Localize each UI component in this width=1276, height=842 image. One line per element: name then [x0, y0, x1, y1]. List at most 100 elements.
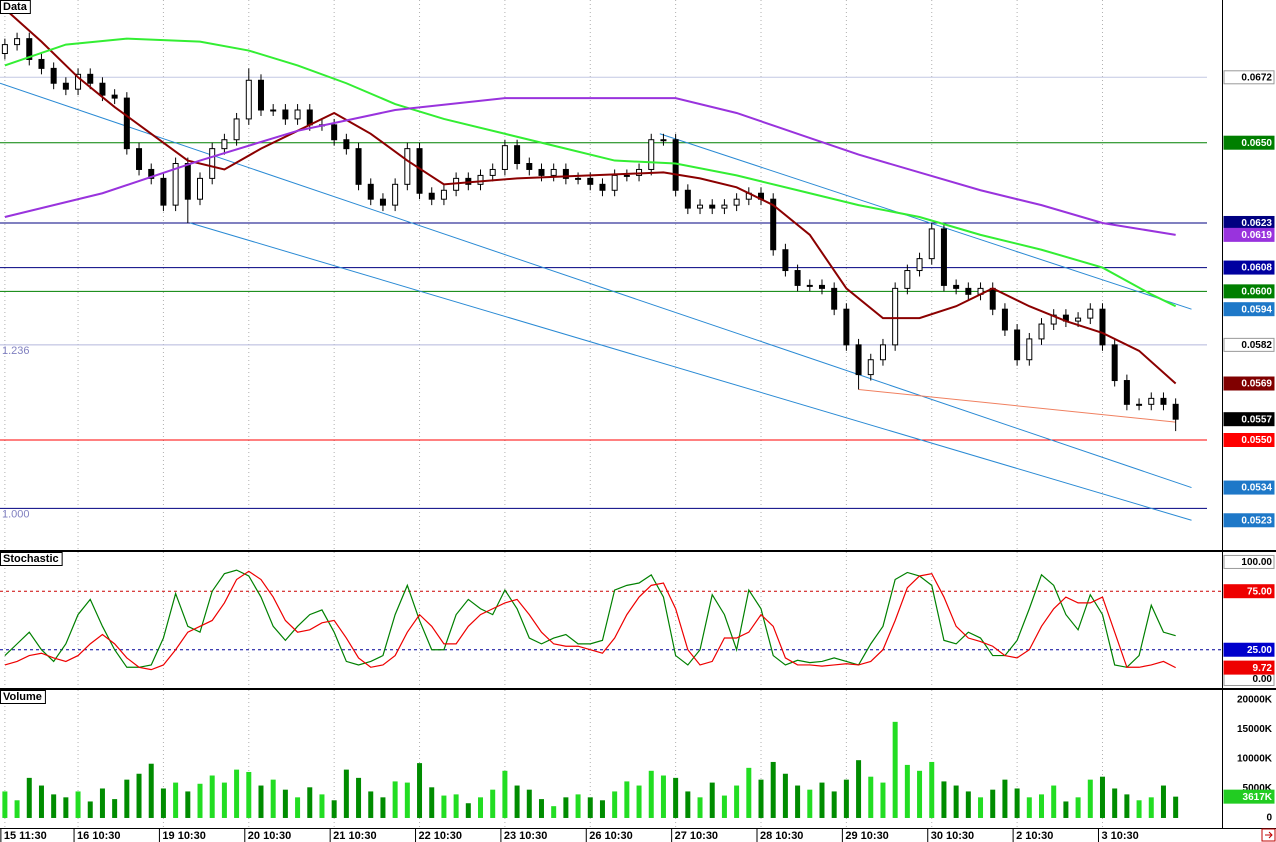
trend-line [659, 133, 1192, 310]
last-value-box [1223, 789, 1275, 804]
candle-body [26, 38, 33, 60]
candle-body [709, 204, 716, 209]
candle-body [1014, 329, 1021, 361]
volume-bar [953, 785, 959, 818]
volume-bar [295, 797, 301, 818]
candle-body [331, 124, 338, 141]
y-tick-label: 10000K [1237, 754, 1273, 765]
x-tick-label: 30 10:30 [931, 830, 974, 842]
y-tick-label: 100.00 [1241, 557, 1272, 568]
volume-bar [892, 721, 898, 818]
candle-body [245, 79, 252, 120]
volume-bar [843, 779, 849, 818]
volume-bar [404, 782, 410, 818]
candle-body [855, 344, 862, 376]
y-tick-label-box [1223, 284, 1275, 299]
y-tick-label: 75.00 [1247, 586, 1272, 597]
candle-body [879, 344, 886, 361]
x-tick-label: 21 10:30 [333, 830, 376, 842]
x-tick-label: 27 10:30 [675, 830, 718, 842]
candle-body [782, 249, 789, 272]
candle-body [1136, 403, 1143, 406]
candle-body [965, 287, 972, 295]
volume-bar [112, 799, 118, 818]
volume-bar [478, 797, 484, 818]
trend-line [858, 388, 1176, 423]
candle-body [916, 258, 923, 272]
volume-bar [1099, 776, 1105, 818]
volume-bar [612, 791, 618, 818]
volume-bar [282, 789, 288, 818]
x-tick-label: 15 11:30 [4, 830, 47, 842]
level-label: 1.000 [2, 508, 30, 520]
volume-bar [709, 782, 715, 818]
candle-body [733, 198, 740, 206]
candle-body [818, 284, 825, 289]
volume-bar [148, 763, 154, 818]
volume-bar [380, 797, 386, 818]
level-label: 1.236 [2, 345, 30, 357]
volume-bar [746, 767, 752, 818]
volume-bar [356, 777, 362, 818]
candle-body [550, 168, 557, 176]
volume-bar [343, 769, 349, 818]
candle-body [50, 67, 57, 84]
candle-body [1160, 397, 1167, 405]
candle-body [172, 163, 179, 206]
volume-bar [526, 789, 532, 818]
candle-body [526, 163, 533, 170]
volume-bar [392, 781, 398, 818]
y-tick-label-box [1223, 480, 1275, 495]
volume-bar [63, 797, 69, 818]
candle-body [867, 359, 874, 376]
y-tick-label: 0.0619 [1241, 230, 1272, 241]
y-tick-label: 0.0672 [1241, 72, 1272, 83]
moving-average [4, 37, 1177, 308]
candle-body [99, 82, 106, 96]
x-tick-label: 19 10:30 [162, 830, 205, 842]
candle-body [514, 145, 521, 165]
volume-bar [465, 803, 471, 818]
candle-body [928, 228, 935, 260]
volume-bar [441, 795, 447, 818]
candle-body [355, 148, 362, 185]
volume-bar [758, 779, 764, 818]
volume-bar [538, 799, 544, 818]
candle-body [38, 58, 45, 69]
candle-body [14, 38, 21, 46]
candle-body [904, 270, 911, 289]
candle-body [501, 145, 508, 170]
y-tick-label-box [1223, 513, 1275, 528]
volume-bar [136, 773, 142, 818]
volume-bar [2, 791, 8, 818]
x-tick-label: 22 10:30 [419, 830, 462, 842]
volume-bar [697, 797, 703, 818]
candle-body [1075, 317, 1082, 322]
candle-body [123, 97, 130, 150]
volume-bar [453, 794, 459, 818]
candle-body [562, 168, 569, 179]
volume-bar [502, 770, 508, 818]
volume-bar [1173, 796, 1179, 818]
y-tick-label-box [1223, 135, 1275, 150]
panel: 20000K 15000K 10000K 5000K 0 3617K Volume [0, 690, 1275, 828]
volume-bar [319, 794, 325, 818]
last-value-box [1223, 660, 1275, 675]
volume-bar [258, 785, 264, 818]
candle-body [416, 148, 423, 194]
candle-body [233, 118, 240, 141]
volume-bar [75, 791, 81, 818]
candle-body [392, 183, 399, 206]
volume-bar [14, 800, 20, 818]
x-tick-label: 28 10:30 [760, 830, 803, 842]
panel-title: Stochastic [3, 553, 59, 565]
panel: 100.00 75.00 25.00 0.009.72 Stochastic [0, 552, 1275, 688]
candle-body [184, 163, 191, 200]
volume-bar [1051, 785, 1057, 818]
candle-body [282, 109, 289, 120]
volume-bar [807, 789, 813, 818]
candle-body [87, 73, 94, 84]
candle-body [1038, 323, 1045, 340]
